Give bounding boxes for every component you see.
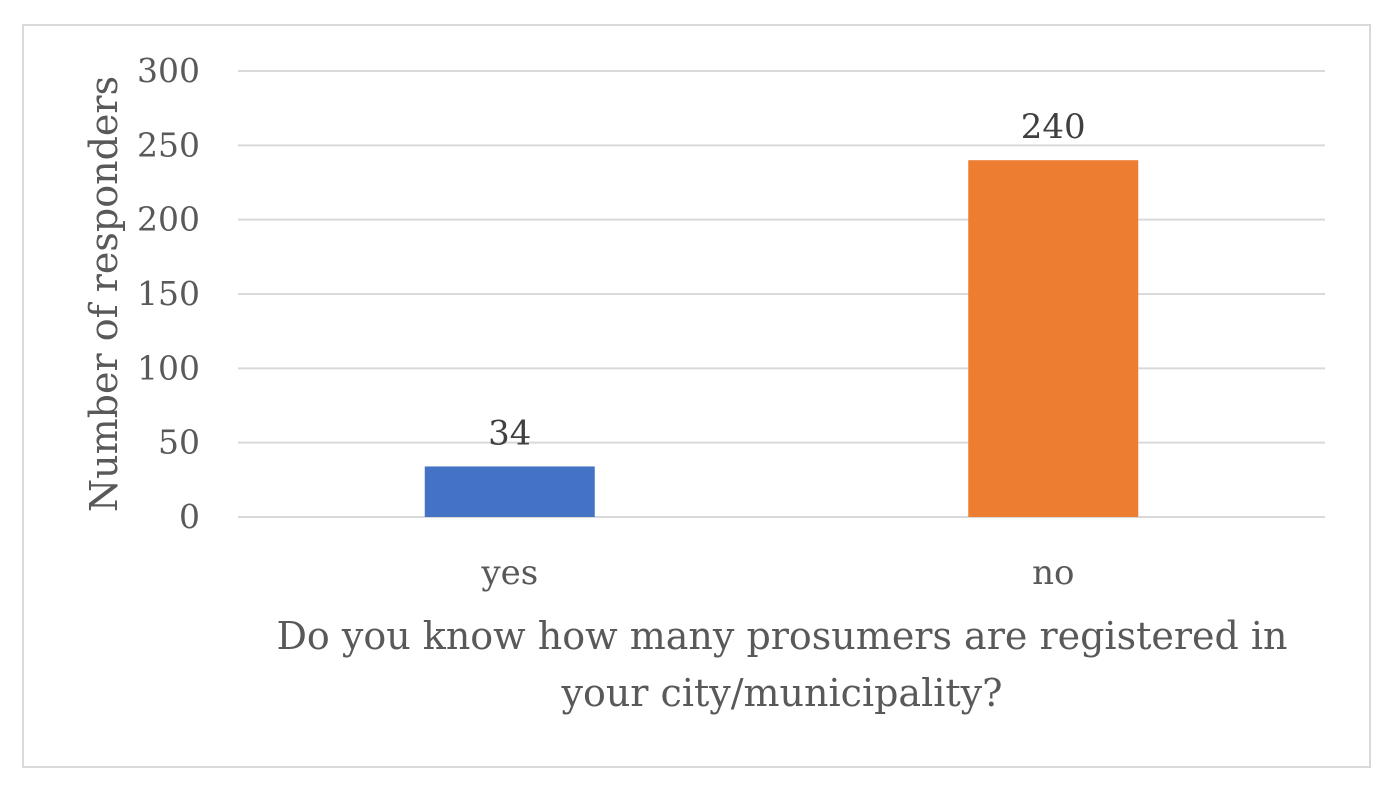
bars — [424, 160, 1139, 517]
data-label-no: 240 — [1021, 107, 1086, 147]
x-axis-title-line-1: Do you know how many prosumers are regis… — [276, 614, 1287, 658]
y-tick-label: 0 — [179, 497, 200, 536]
category-label-yes: yes — [480, 553, 538, 593]
y-tick-label: 150 — [137, 274, 200, 313]
y-tick-label: 200 — [137, 200, 200, 239]
x-category-labels: yes no — [480, 553, 1074, 593]
y-tick-label: 50 — [158, 423, 200, 462]
y-tick-label: 250 — [137, 125, 200, 164]
y-tick-label: 100 — [137, 348, 200, 387]
data-labels: 34 240 — [488, 107, 1086, 453]
x-axis-title-line-2: your city/municipality? — [560, 671, 1002, 715]
y-tick-labels: 0 50 100 150 200 250 300 — [137, 51, 200, 536]
bar-yes — [424, 466, 595, 517]
y-tick-label: 300 — [137, 51, 200, 90]
data-label-yes: 34 — [488, 413, 531, 453]
bar-no — [968, 160, 1139, 517]
gridlines — [238, 70, 1325, 518]
chart-frame — [22, 24, 1371, 768]
category-label-no: no — [1032, 553, 1074, 593]
y-axis-title: Number of responders — [82, 76, 126, 512]
